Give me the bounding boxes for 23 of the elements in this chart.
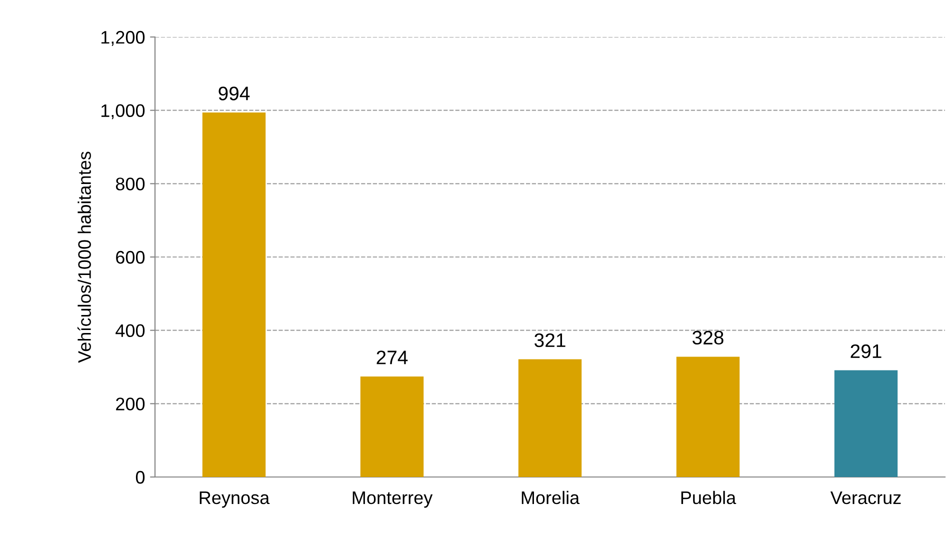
x-tick-label: Reynosa bbox=[200, 492, 270, 508]
data-label: 328 bbox=[692, 330, 724, 345]
x-tick-label: Monterrey bbox=[352, 492, 433, 508]
y-tick-label: 0 bbox=[136, 470, 145, 484]
x-tick-label: Veracruz bbox=[830, 492, 901, 504]
data-label: 274 bbox=[376, 350, 408, 364]
x-tick-label: Morelia bbox=[522, 490, 580, 504]
y-tick-label: 1,000 bbox=[101, 104, 145, 120]
bar bbox=[518, 359, 582, 477]
bar bbox=[834, 370, 898, 477]
bar bbox=[676, 356, 740, 477]
y-tick-label: 800 bbox=[116, 178, 145, 190]
y-tick-label: 200 bbox=[116, 398, 145, 410]
data-label: 321 bbox=[534, 333, 566, 348]
y-tick-label: 1,200 bbox=[101, 30, 145, 46]
y-tick-label: 600 bbox=[116, 250, 145, 264]
x-tick-label: Puebla bbox=[681, 490, 736, 504]
data-label: 291 bbox=[850, 344, 882, 358]
y-axis-title: Vehículos/1000 habitantes bbox=[78, 152, 91, 363]
bar bbox=[202, 112, 266, 477]
y-tick-label: 400 bbox=[116, 324, 145, 338]
data-label: 994 bbox=[218, 86, 250, 100]
bar bbox=[360, 376, 424, 477]
